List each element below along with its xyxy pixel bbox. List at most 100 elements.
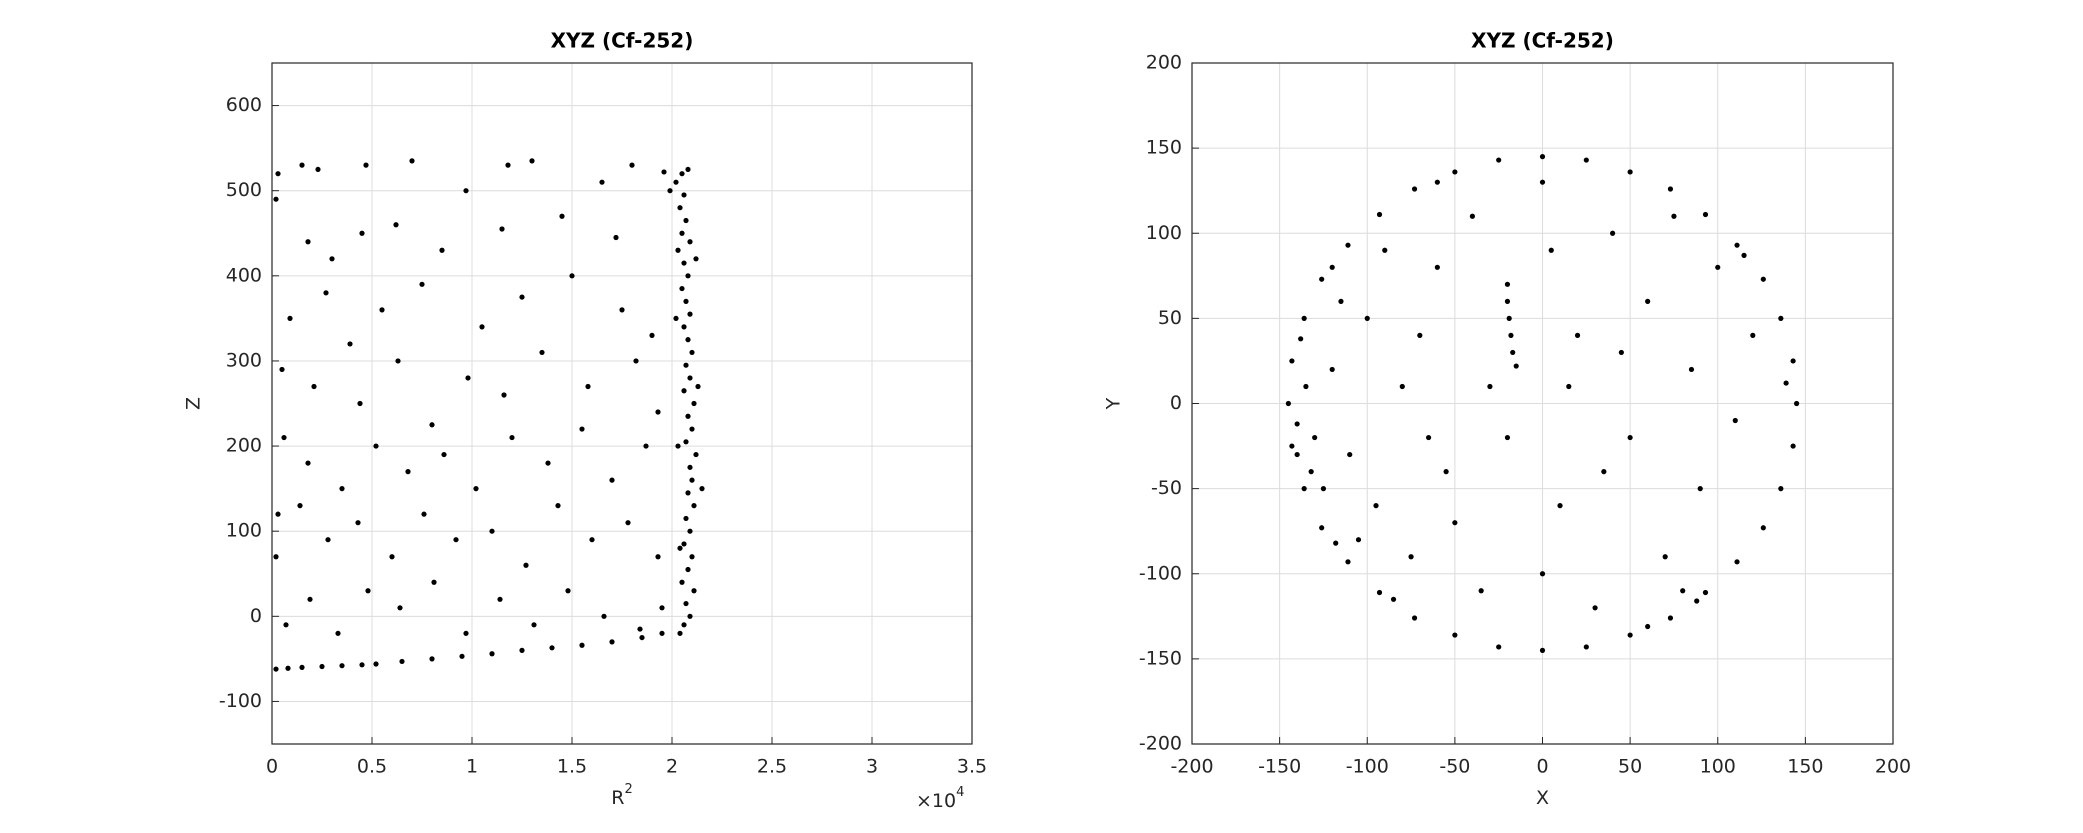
point	[1289, 358, 1295, 364]
point	[1347, 451, 1353, 458]
y-tick-label: 100	[1146, 222, 1182, 244]
point	[683, 439, 689, 445]
point	[1301, 486, 1307, 492]
y-tick-label: 400	[226, 264, 262, 286]
point	[629, 162, 635, 168]
y-tick-label: 600	[226, 94, 262, 116]
point	[347, 341, 353, 347]
point	[639, 634, 645, 641]
point	[609, 477, 615, 483]
point	[683, 515, 689, 522]
x-tick-label: 2.5	[757, 756, 787, 778]
point	[687, 613, 693, 619]
point	[373, 443, 379, 449]
point	[523, 562, 529, 568]
point	[1376, 211, 1383, 218]
point	[1566, 383, 1572, 390]
point	[1783, 380, 1789, 386]
point	[539, 349, 545, 356]
x-multiplier-base: ×10	[916, 790, 956, 812]
point	[409, 158, 415, 164]
y-tick-label: 0	[1170, 392, 1182, 414]
x-tick-label: 3	[866, 756, 878, 778]
point	[619, 307, 625, 313]
point	[1355, 537, 1362, 543]
point	[693, 256, 699, 262]
point	[689, 426, 695, 432]
point	[1294, 421, 1300, 427]
point	[339, 663, 345, 669]
point	[355, 520, 361, 526]
point	[1539, 179, 1546, 185]
point	[1504, 298, 1511, 304]
point	[661, 169, 667, 175]
point	[1434, 264, 1440, 270]
point	[1610, 230, 1616, 236]
x-axis-label-text: X	[1536, 787, 1549, 809]
point	[275, 171, 281, 177]
point	[545, 460, 551, 466]
y-tick-label: 0	[250, 605, 262, 627]
x-tick-label: 200	[1875, 756, 1911, 778]
point	[1583, 157, 1589, 163]
point	[1345, 242, 1351, 248]
point	[673, 179, 679, 185]
points	[1285, 154, 1800, 653]
points	[273, 158, 705, 672]
y-tick-label: -100	[219, 690, 262, 712]
point	[1790, 358, 1796, 364]
point	[689, 349, 695, 356]
point	[1645, 298, 1651, 304]
point	[1504, 434, 1511, 441]
point	[307, 596, 313, 602]
point	[1750, 332, 1756, 338]
point	[655, 409, 661, 415]
point	[565, 588, 571, 594]
point	[1319, 276, 1325, 282]
point	[555, 503, 561, 509]
point	[1452, 632, 1458, 638]
point	[1583, 644, 1589, 650]
x-axis-label-superscript: 2	[624, 782, 632, 797]
point	[689, 477, 695, 483]
point	[681, 541, 687, 547]
point	[691, 503, 697, 509]
point	[687, 528, 693, 534]
point	[1741, 252, 1747, 258]
point	[1319, 525, 1325, 531]
point	[549, 645, 555, 651]
point	[1329, 264, 1335, 270]
point	[501, 392, 507, 398]
y-tick-label: -100	[1139, 562, 1182, 584]
point	[1506, 315, 1512, 321]
y-tick-label: -50	[1151, 477, 1182, 499]
point	[329, 256, 335, 262]
point	[1702, 589, 1709, 596]
point	[695, 383, 701, 390]
point	[1667, 615, 1674, 621]
point	[463, 188, 469, 194]
point	[1312, 434, 1318, 441]
point	[643, 443, 649, 449]
x-multiplier-exponent: 4	[956, 785, 964, 800]
point	[691, 400, 697, 407]
point	[473, 486, 479, 492]
point	[681, 324, 687, 330]
point	[389, 554, 395, 560]
chart-title: XYZ (Cf-252)	[1471, 29, 1614, 53]
x-tick-label: -150	[1258, 756, 1301, 778]
point	[685, 337, 691, 343]
point	[1443, 469, 1449, 475]
x-tick-label: -200	[1170, 756, 1213, 778]
point	[1592, 605, 1598, 611]
point	[655, 554, 661, 560]
point	[1627, 434, 1633, 441]
point	[1539, 154, 1546, 160]
point	[559, 213, 565, 219]
point	[275, 511, 281, 517]
point	[1452, 520, 1458, 526]
point	[489, 651, 495, 657]
point	[497, 596, 503, 602]
point	[1539, 647, 1546, 653]
